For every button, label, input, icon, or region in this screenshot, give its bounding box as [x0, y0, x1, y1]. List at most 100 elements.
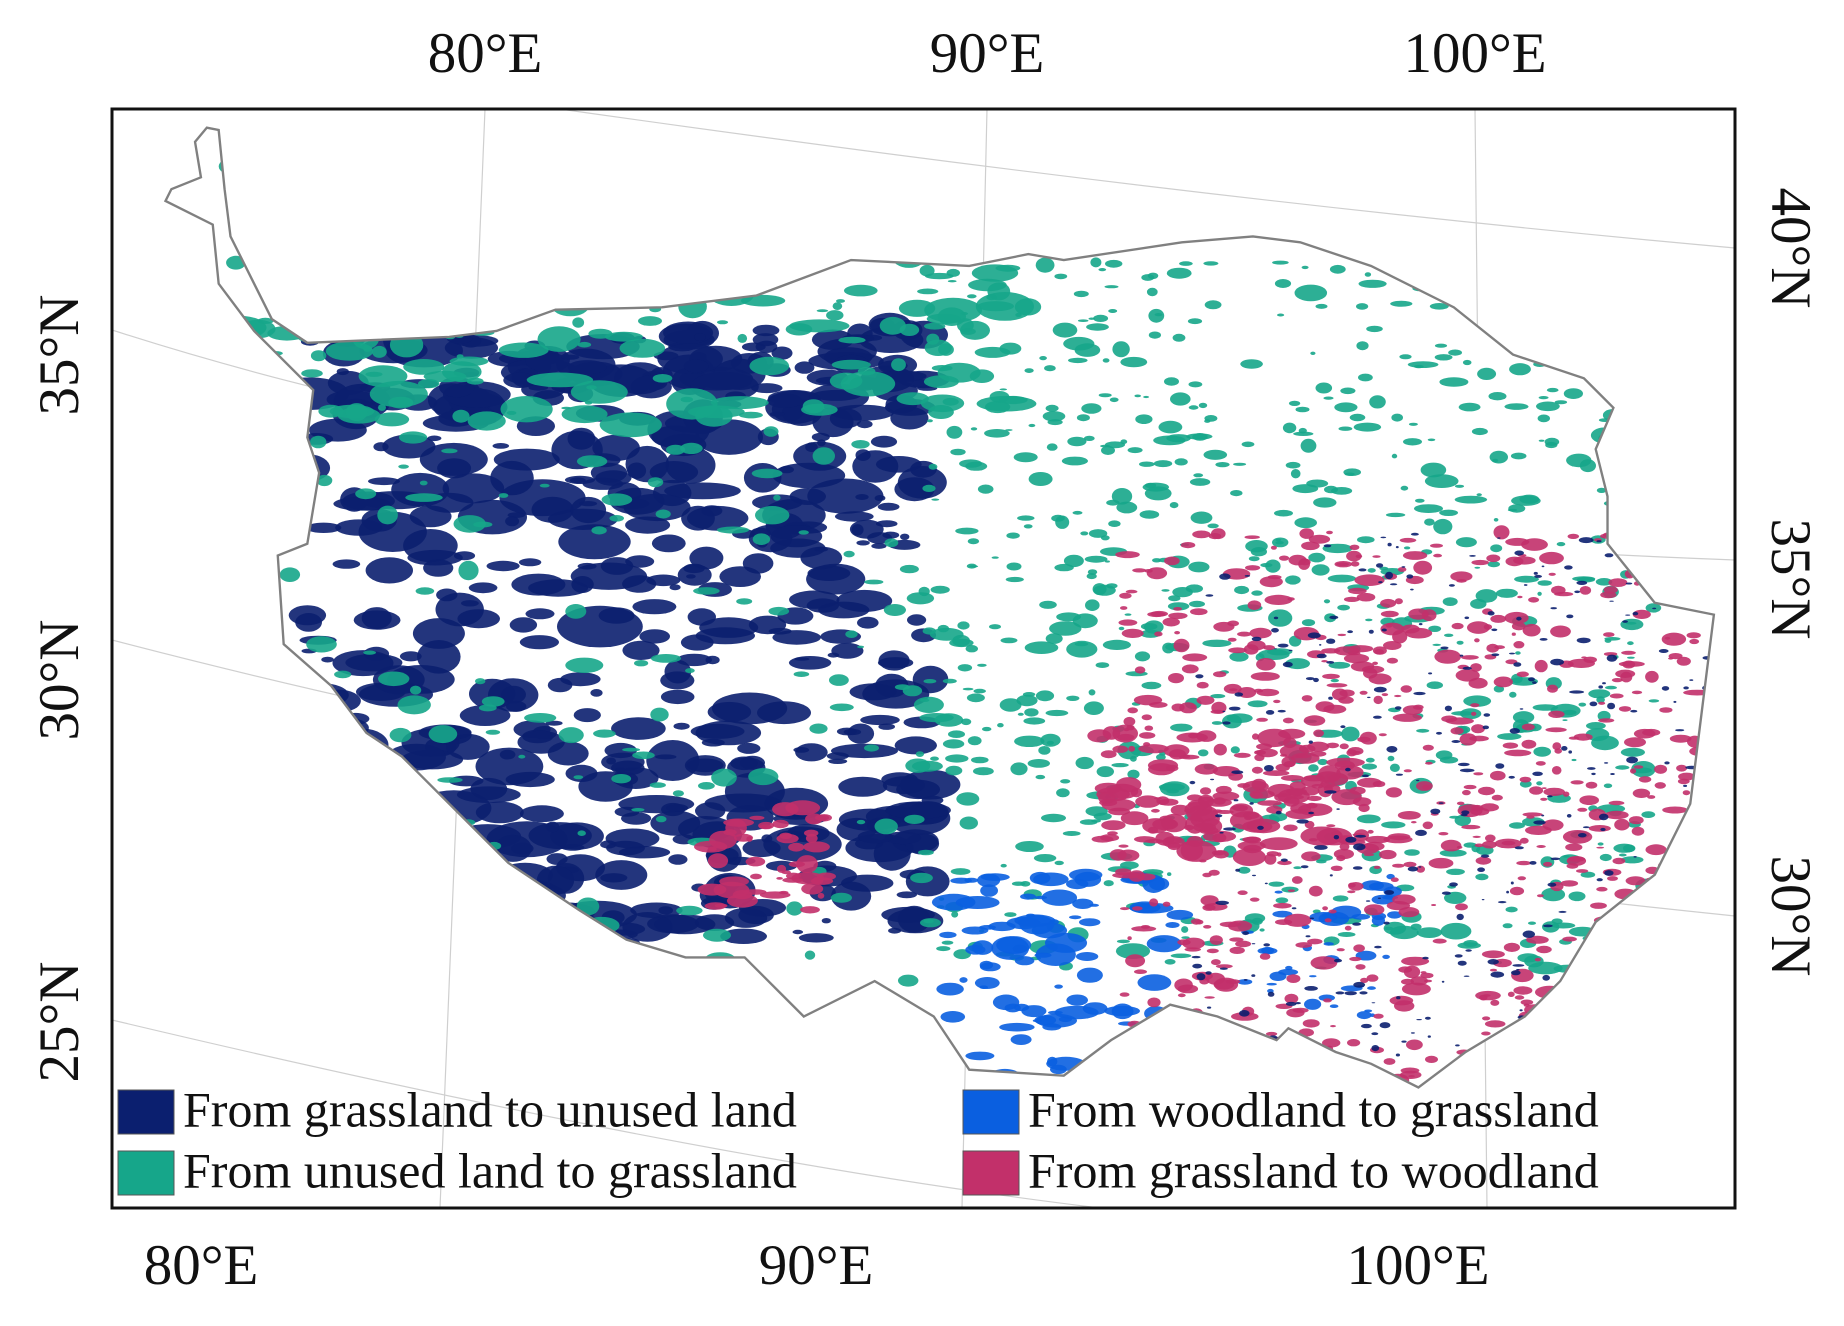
change-patch [1086, 323, 1109, 331]
change-patch [1158, 783, 1185, 791]
change-patch [1041, 813, 1066, 823]
change-patch [1315, 701, 1335, 712]
change-patch [1675, 984, 1687, 987]
change-patch [377, 884, 404, 892]
change-patch [1358, 568, 1367, 572]
change-patch [1164, 837, 1182, 845]
change-patch [550, 175, 566, 185]
change-patch [284, 704, 340, 733]
change-patch [1520, 1036, 1538, 1042]
change-patch [1322, 673, 1340, 680]
change-patch [350, 760, 364, 768]
change-patch [1277, 313, 1285, 317]
change-patch [1087, 729, 1112, 743]
change-patch [1385, 787, 1402, 798]
change-patch [1283, 737, 1297, 749]
change-patch [1274, 279, 1292, 288]
change-patch [438, 820, 471, 831]
change-patch [746, 836, 753, 842]
change-patch [1638, 776, 1652, 783]
change-patch [1344, 925, 1352, 931]
change-patch [1491, 794, 1503, 801]
change-patch [1188, 381, 1203, 388]
change-patch [1063, 554, 1084, 568]
change-patch [851, 524, 864, 536]
change-patch [1355, 834, 1367, 838]
change-patch [1596, 878, 1603, 882]
change-patch [388, 396, 414, 409]
change-patch [664, 482, 741, 500]
change-patch [1642, 538, 1661, 548]
change-patch [870, 435, 898, 448]
change-patch [924, 297, 982, 323]
change-patch [1542, 974, 1550, 981]
change-patch [748, 615, 787, 635]
change-patch [1475, 990, 1501, 1001]
change-patch [1306, 802, 1318, 809]
change-patch [1618, 706, 1632, 712]
change-patch [654, 914, 716, 935]
change-patch [928, 463, 938, 470]
change-patch [535, 139, 557, 155]
change-patch [1512, 964, 1525, 967]
change-patch [1274, 793, 1292, 802]
change-patch [1196, 695, 1215, 705]
change-patch [786, 872, 801, 880]
change-patch [1371, 1045, 1380, 1052]
change-patch [327, 878, 344, 890]
change-patch [1100, 535, 1110, 541]
change-patch [697, 883, 727, 896]
change-patch [1213, 743, 1227, 756]
change-patch [1116, 733, 1135, 741]
change-patch [1482, 840, 1497, 849]
change-patch [1457, 960, 1467, 966]
change-patch [577, 341, 592, 348]
change-patch [1487, 959, 1499, 965]
change-patch [1537, 580, 1552, 586]
change-patch [1134, 1035, 1145, 1039]
change-patch [1080, 531, 1089, 536]
change-patch [748, 768, 779, 786]
change-patch [1192, 530, 1211, 539]
change-patch [1475, 856, 1492, 865]
change-patch [504, 194, 545, 212]
change-patch [1565, 275, 1590, 283]
change-patch [1383, 1058, 1396, 1065]
change-patch [1470, 807, 1490, 816]
change-patch [929, 627, 964, 641]
change-patch [735, 217, 750, 224]
change-patch [685, 668, 695, 674]
change-patch [1034, 952, 1052, 958]
change-patch [759, 175, 769, 183]
change-patch [1514, 846, 1524, 850]
change-patch [1015, 841, 1044, 852]
change-patch [919, 713, 954, 723]
change-patch [1591, 772, 1596, 776]
change-patch [1580, 1053, 1592, 1060]
change-patch [1509, 284, 1523, 292]
change-patch [1334, 402, 1358, 413]
change-patch [369, 836, 420, 858]
change-patch [1085, 599, 1100, 611]
change-patch [758, 821, 775, 830]
change-patch [1230, 490, 1243, 497]
change-patch [1383, 641, 1402, 650]
change-patch [1598, 450, 1609, 455]
change-patch [967, 220, 1015, 238]
change-patch [1310, 956, 1338, 970]
change-patch [1184, 947, 1202, 952]
change-patch [297, 329, 317, 343]
change-patch [996, 936, 1032, 954]
change-patch [1581, 656, 1587, 659]
change-patch [1154, 313, 1163, 317]
change-patch [1259, 928, 1265, 932]
change-patch [1020, 881, 1031, 887]
change-patch [676, 905, 703, 916]
change-patch [1118, 626, 1125, 631]
change-patch [1668, 657, 1674, 660]
change-patch [1077, 319, 1089, 323]
change-patch [1686, 632, 1701, 639]
change-patch [1483, 624, 1493, 630]
change-patch [1187, 799, 1210, 811]
